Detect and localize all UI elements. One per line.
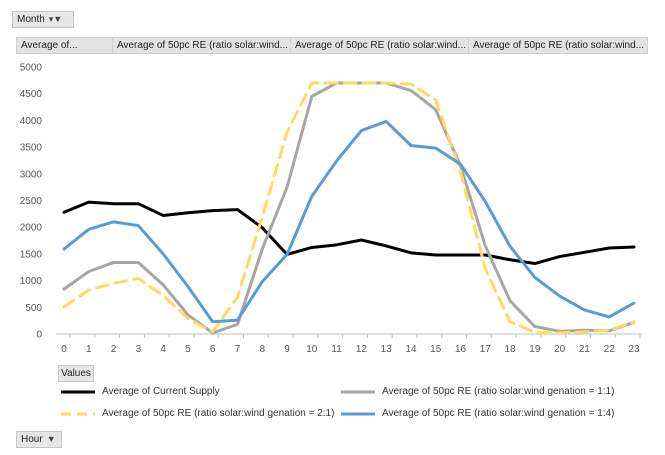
legend-label: Average of Current Supply <box>102 386 220 397</box>
filter-icon: ▾▼ <box>48 14 63 24</box>
series-line-4 <box>62 119 636 324</box>
value-field-header-bar: Average of... Average of 50pc RE (ratio … <box>16 37 648 54</box>
month-filter-label: Month <box>17 14 45 25</box>
legend-item-4: Average of 50pc RE (ratio solar:wind gen… <box>340 408 614 419</box>
x-tick-label: 22 <box>604 344 616 355</box>
legend-label: Average of 50pc RE (ratio solar:wind gen… <box>382 408 615 419</box>
legend-swatch <box>61 390 95 393</box>
series-line-1 <box>62 200 636 266</box>
series-line-3 <box>62 81 636 335</box>
x-tick-label: 16 <box>455 344 467 355</box>
legend-swatch <box>61 412 95 415</box>
legend-item-1: Average of Current Supply <box>60 386 220 397</box>
y-tick-label: 500 <box>25 303 42 314</box>
series-line-2 <box>62 81 636 335</box>
y-tick-label: 3000 <box>20 169 43 180</box>
x-tick-label: 7 <box>235 344 241 355</box>
y-tick-label: 0 <box>36 330 42 341</box>
x-tick-label: 6 <box>210 344 216 355</box>
legend-item-3: Average of 50pc RE (ratio solar:wind gen… <box>60 408 334 419</box>
dropdown-icon: ▼ <box>46 434 56 444</box>
legend-item-2: Average of 50pc RE (ratio solar:wind gen… <box>340 386 614 397</box>
legend-swatch <box>341 412 375 415</box>
x-tick-label: 3 <box>136 344 142 355</box>
x-tick-label: 9 <box>284 344 290 355</box>
x-tick-label: 10 <box>306 344 318 355</box>
x-tick-label: 8 <box>259 344 265 355</box>
x-tick-label: 23 <box>628 344 640 355</box>
y-tick-label: 4500 <box>20 89 43 100</box>
x-tick-label: 5 <box>185 344 191 355</box>
x-tick-label: 4 <box>160 344 166 355</box>
x-tick-label: 2 <box>111 344 117 355</box>
value-field-header-3[interactable]: Average of 50pc RE (ratio solar:wind... <box>291 38 469 53</box>
y-tick-label: 4000 <box>20 116 43 127</box>
hour-axis-label: Hour <box>21 434 43 445</box>
value-field-header-4[interactable]: Average of 50pc RE (ratio solar:wind... <box>473 40 645 51</box>
x-tick-label: 15 <box>430 344 442 355</box>
value-field-header-1[interactable]: Average of... <box>17 38 113 53</box>
x-tick-label: 1 <box>86 344 92 355</box>
x-tick-label: 17 <box>480 344 492 355</box>
hour-axis-button[interactable]: Hour ▼ <box>16 431 62 448</box>
x-tick-label: 13 <box>381 344 393 355</box>
month-filter-button[interactable]: Month ▾▼ <box>12 11 74 28</box>
x-tick-label: 0 <box>61 344 67 355</box>
legend-swatch <box>341 390 375 393</box>
legend-label: Average of 50pc RE (ratio solar:wind gen… <box>382 386 615 397</box>
y-tick-label: 1500 <box>20 249 43 260</box>
x-tick-label: 11 <box>331 344 342 355</box>
y-tick-label: 1000 <box>20 276 43 287</box>
y-tick-label: 5000 <box>20 63 43 74</box>
values-button[interactable]: Values <box>58 365 94 382</box>
legend-label: Average of 50pc RE (ratio solar:wind gen… <box>102 408 335 419</box>
x-tick-label: 21 <box>579 344 591 355</box>
y-tick-label: 2000 <box>20 223 43 234</box>
x-tick-label: 20 <box>554 344 566 355</box>
x-tick-label: 18 <box>505 344 517 355</box>
value-field-header-2[interactable]: Average of 50pc RE (ratio solar:wind... <box>113 38 291 53</box>
y-tick-label: 3500 <box>20 143 43 154</box>
x-tick-label: 19 <box>529 344 541 355</box>
y-tick-label: 2500 <box>20 196 43 207</box>
values-button-label: Values <box>61 368 91 379</box>
x-tick-label: 12 <box>356 344 368 355</box>
x-tick-label: 14 <box>405 344 417 355</box>
